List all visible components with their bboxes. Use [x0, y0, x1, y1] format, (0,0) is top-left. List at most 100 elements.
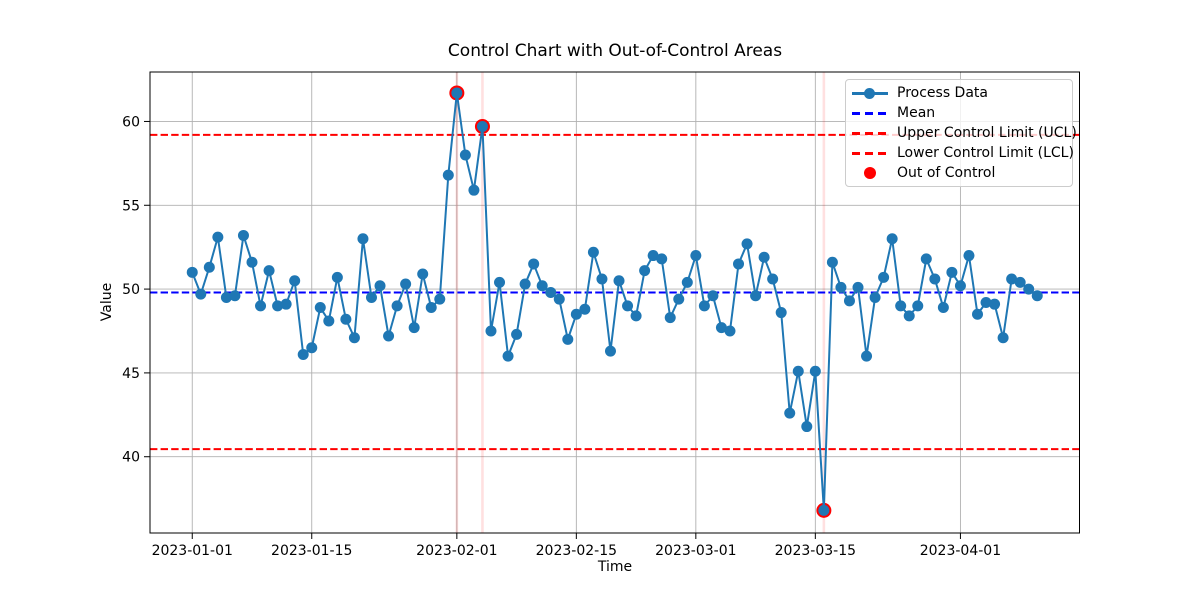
y-tick-label: 45 [122, 366, 140, 382]
legend-row-ucl: Upper Control Limit (UCL) [852, 123, 1077, 143]
x-tick-label: 2023-02-01 [416, 543, 497, 559]
data-point-marker [613, 275, 625, 287]
data-point-marker [357, 233, 369, 245]
legend: Process Data Mean Upper Control Limit (U… [845, 79, 1077, 187]
y-tick-label: 55 [122, 198, 140, 214]
x-tick-label: 2023-02-15 [536, 543, 617, 559]
data-point-marker [707, 290, 719, 302]
x-tick-label: 2023-03-01 [655, 543, 736, 559]
legend-mean-sample [852, 112, 888, 115]
data-point-marker [280, 298, 292, 310]
out-of-control-dot-icon [852, 165, 888, 181]
data-point-marker [886, 233, 898, 245]
data-point-marker [715, 322, 727, 334]
data-point-marker [1031, 290, 1043, 302]
data-point-marker [263, 265, 275, 277]
x-tick-label: 2023-01-01 [152, 543, 233, 559]
data-point-marker [220, 291, 232, 303]
legend-row-process-data: Process Data [852, 83, 1066, 103]
data-point-marker [878, 271, 890, 283]
data-point-marker [954, 280, 966, 292]
data-point-marker [989, 298, 1001, 310]
data-point-marker [246, 256, 258, 268]
data-point-marker [434, 293, 446, 305]
legend-ucl-sample [852, 132, 888, 135]
data-point-marker [451, 87, 463, 99]
data-point-marker [929, 273, 941, 285]
x-tick-label: 2023-03-15 [775, 543, 856, 559]
data-point-marker [622, 300, 634, 312]
x-tick-label: 2023-01-15 [271, 543, 352, 559]
data-point-marker [570, 308, 582, 320]
data-point-marker [673, 293, 685, 305]
data-point-marker [562, 333, 574, 345]
data-point-marker [383, 330, 395, 342]
x-tick-label: 2023-04-01 [920, 543, 1001, 559]
data-point-marker [255, 300, 267, 312]
ucl-dashed-line-icon [852, 125, 888, 141]
legend-marker-sample [864, 87, 875, 99]
legend-label: Process Data [897, 85, 988, 101]
data-point-marker [331, 271, 343, 283]
data-point-marker [604, 345, 616, 357]
data-point-marker [690, 250, 702, 262]
data-point-marker [536, 280, 548, 292]
data-point-marker [903, 310, 915, 322]
data-point-marker [937, 302, 949, 314]
data-point-marker [1014, 276, 1026, 288]
data-point-marker [476, 120, 488, 132]
y-tick-label: 60 [122, 114, 140, 130]
data-point-marker [792, 365, 804, 377]
out-of-control-span [455, 72, 459, 533]
data-point-marker [733, 258, 745, 270]
data-point-marker [801, 421, 813, 433]
data-point-marker [186, 266, 198, 278]
data-point-marker [545, 286, 557, 298]
data-point-marker [997, 332, 1009, 344]
data-point-marker [724, 325, 736, 337]
chart-title: Control Chart with Out-of-Control Areas [447, 41, 783, 61]
legend-row-mean: Mean [852, 103, 1066, 123]
data-point-marker [596, 273, 608, 285]
data-point-marker [587, 246, 599, 258]
data-point-marker [775, 307, 787, 319]
data-point-marker [417, 268, 429, 280]
data-point-marker [963, 250, 975, 262]
data-point-marker [468, 184, 480, 196]
legend-label: Mean [897, 105, 936, 121]
data-point-marker [972, 308, 984, 320]
process-data-line [191, 91, 1038, 512]
data-point-marker [835, 281, 847, 293]
data-point-marker [869, 291, 881, 303]
data-point-marker [630, 310, 642, 322]
data-point-marker [741, 238, 753, 250]
data-point-marker [895, 300, 907, 312]
data-point-marker [758, 251, 770, 263]
data-point-marker [408, 322, 420, 334]
lcl-dashed-line-icon [852, 145, 888, 161]
y-tick-label: 50 [122, 282, 140, 298]
data-point-marker [750, 290, 762, 302]
data-point-marker [639, 265, 651, 277]
data-point-marker [442, 169, 454, 181]
data-point-marker [391, 300, 403, 312]
data-point-marker [656, 253, 668, 265]
data-point-marker [920, 253, 932, 265]
axes-spine [149, 71, 1080, 534]
data-point-marker [314, 302, 326, 314]
out-of-control-span [481, 72, 484, 533]
data-point-marker [340, 313, 352, 325]
data-point-marker [365, 291, 377, 303]
legend-label: Lower Control Limit (LCL) [897, 145, 1074, 161]
data-point-marker [272, 300, 284, 312]
data-point-marker [767, 273, 779, 285]
legend-lcl-sample [852, 152, 888, 155]
data-point-marker [553, 293, 565, 305]
legend-label: Upper Control Limit (UCL) [897, 125, 1077, 141]
data-point-marker [374, 280, 386, 292]
out-of-control-span [822, 72, 826, 533]
data-point-marker [809, 365, 821, 377]
data-point-marker [1023, 283, 1035, 295]
legend-label: Out of Control [897, 165, 996, 181]
data-point-marker [1006, 273, 1018, 285]
